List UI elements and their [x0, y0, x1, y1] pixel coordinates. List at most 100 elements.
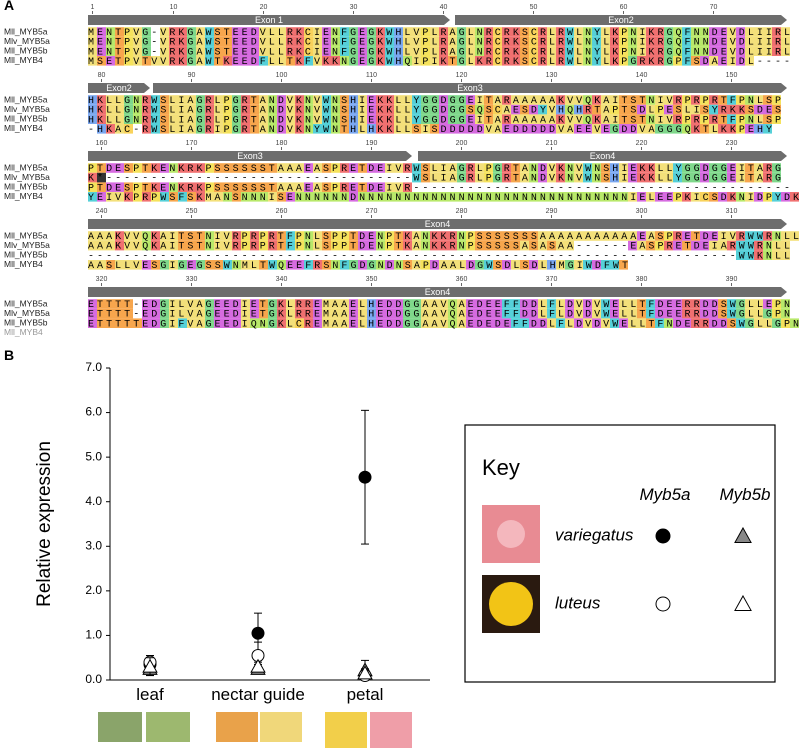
residue-cell: [700, 124, 709, 134]
residue-cell: [331, 192, 340, 202]
residue-cell: [295, 95, 304, 105]
residue-cell: [583, 192, 592, 202]
ruler-label: 160: [96, 140, 108, 147]
residue-cell: [718, 318, 727, 328]
residue-cell: [664, 95, 673, 105]
sequence-name: Mlv_MYB5a: [4, 308, 50, 318]
residue-cell: [502, 318, 511, 328]
residue-cell: [106, 192, 115, 202]
residue-cell: [538, 104, 547, 115]
residue-cell: [205, 36, 214, 47]
residue-cell: [187, 163, 196, 173]
residue-cell: [601, 172, 610, 183]
residue-cell: [574, 308, 583, 319]
residue-cell: [511, 163, 520, 173]
residue-cell: [484, 172, 493, 183]
residue-cell: [304, 231, 313, 241]
residue-cell: [394, 192, 403, 202]
residue-cell: [547, 104, 556, 115]
residue-cell: [718, 299, 727, 309]
residue-cell: [340, 163, 349, 173]
key-title: Key: [482, 455, 520, 480]
exon-label: Exon2: [106, 83, 132, 93]
residue-cell: [628, 318, 637, 328]
residue-cell: [718, 308, 727, 319]
residue-cell: [133, 27, 142, 37]
residue-cell: [673, 95, 682, 105]
residue-cell: [466, 231, 475, 241]
key-box: [464, 424, 776, 683]
residue-cell: [124, 318, 133, 328]
residue-cell: [754, 95, 763, 105]
residue-cell: [520, 56, 529, 66]
residue-cell: [205, 260, 214, 270]
exon-label: Exon4: [425, 287, 451, 297]
sequence: PTDESPTKENKRKPSSSSSSTAAAEASPRETDEIVRWSLI…: [88, 164, 781, 175]
residue-cell: [565, 46, 574, 56]
residue-cell: [349, 95, 358, 105]
residue-cell: [178, 46, 187, 56]
residue-cell: [790, 318, 799, 328]
residue-cell: [556, 27, 565, 37]
residue-cell: [466, 46, 475, 56]
y-tick-label: 3.0: [85, 538, 102, 552]
residue-cell: [160, 36, 169, 47]
residue-cell: [556, 124, 565, 134]
residue-cell: [178, 192, 187, 202]
residue-cell: [691, 308, 700, 319]
residue-cell: [700, 163, 709, 173]
residue-cell: [745, 124, 754, 134]
residue-cell: [601, 260, 610, 270]
residue-cell: [88, 104, 97, 115]
residue-cell: [448, 240, 457, 251]
residue-cell: [475, 114, 484, 124]
residue-cell: [718, 114, 727, 124]
residue-cell: [367, 182, 376, 192]
residue-cell: [178, 318, 187, 328]
residue-cell: [583, 56, 592, 66]
residue-cell: [763, 46, 772, 56]
residue-cell: [304, 308, 313, 319]
residue-cell: [106, 114, 115, 124]
residue-cell: [394, 114, 403, 124]
residue-cell: [133, 46, 142, 56]
residue-cell: [628, 172, 637, 183]
residue-cell: [646, 27, 655, 37]
residue-cell: [520, 299, 529, 309]
residue-cell: [448, 95, 457, 105]
residue-cell: [88, 260, 97, 270]
residue-cell: [349, 163, 358, 173]
residue-cell: [583, 308, 592, 319]
residue-cell: [520, 240, 529, 251]
residue-cell: [124, 231, 133, 241]
residue-cell: [763, 95, 772, 105]
residue-cell: [178, 182, 187, 192]
residue-cell: [493, 240, 502, 251]
residue-cell: [124, 46, 133, 56]
legend-symbol: [734, 526, 752, 543]
residue-cell: [385, 95, 394, 105]
residue-cell: [583, 36, 592, 47]
residue-cell: [646, 46, 655, 56]
residue-cell: [736, 240, 745, 251]
residue-cell: [223, 46, 232, 56]
residue-cell: [367, 56, 376, 66]
residue-cell: [403, 308, 412, 319]
residue-cell: [277, 104, 286, 115]
residue-cell: [349, 182, 358, 192]
residue-cell: [295, 299, 304, 309]
residue-cell: [124, 240, 133, 251]
residue-cell: [214, 231, 223, 241]
residue-cell: [619, 95, 628, 105]
residue-cell: [547, 56, 556, 66]
residue-cell: [160, 114, 169, 124]
residue-cell: [313, 114, 322, 124]
ruler-label: 40: [440, 4, 448, 11]
residue-cell: [268, 114, 277, 124]
residue-cell: [286, 104, 295, 115]
residue-cell: [367, 46, 376, 56]
residue-cell: [763, 192, 772, 202]
residue-cell: [709, 114, 718, 124]
residue-cell: [286, 46, 295, 56]
point: [250, 658, 266, 673]
